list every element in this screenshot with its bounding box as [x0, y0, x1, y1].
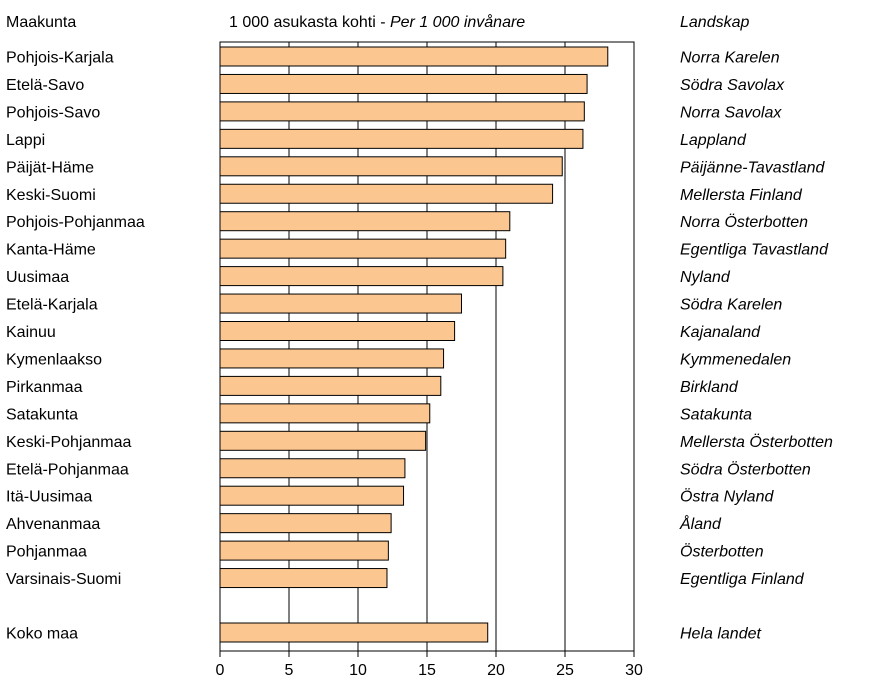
region-label-fi: Itä-Uusimaa	[6, 489, 92, 506]
x-tick-label: 10	[349, 662, 367, 679]
region-label-sv: Kymmenedalen	[680, 351, 791, 368]
region-label-sv: Päijänne-Tavastland	[680, 159, 826, 176]
region-label-sv: Östra Nyland	[680, 488, 774, 506]
region-bar	[219, 183, 554, 204]
total-label-fi: Koko maa	[6, 626, 78, 643]
region-label-sv: Satakunta	[680, 406, 752, 423]
header-region-sv: Landskap	[680, 14, 749, 31]
region-label-sv: Norra Savolax	[680, 104, 782, 121]
header-unit: 1 000 asukasta kohti - Per 1 000 invånar…	[229, 13, 525, 31]
region-label-sv: Egentliga Tavastland	[680, 242, 829, 259]
region-label-sv: Mellersta Finland	[680, 187, 803, 204]
region-label-fi: Pohjois-Savo	[6, 104, 100, 121]
region-label-sv: Södra Karelen	[680, 297, 782, 314]
region-bar	[219, 156, 563, 177]
region-bar	[219, 375, 442, 396]
region-label-sv: Södra Österbotten	[680, 460, 811, 478]
region-label-fi: Kanta-Häme	[6, 242, 96, 259]
region-label-fi: Keski-Suomi	[6, 187, 96, 204]
x-tick-label: 0	[216, 662, 225, 679]
region-label-sv: Mellersta Österbotten	[680, 433, 833, 451]
x-tick-label: 20	[487, 662, 505, 679]
x-axis: 0 5 10 15 20 25 30	[216, 651, 643, 679]
region-bar	[219, 403, 431, 424]
region-label-fi: Etelä-Savo	[6, 77, 84, 94]
region-bar	[219, 73, 588, 94]
region-label-fi: Varsinais-Suomi	[6, 571, 121, 588]
region-label-fi: Etelä-Pohjanmaa	[6, 461, 129, 478]
region-label-sv: Norra Österbotten	[680, 213, 808, 231]
region-label-fi: Kymenlaakso	[6, 351, 102, 368]
total-label-sv: Hela landet	[680, 626, 762, 643]
region-label-sv: Södra Savolax	[680, 77, 785, 94]
region-label-sv: Österbotten	[680, 543, 764, 561]
region-bar	[219, 321, 456, 341]
region-label-fi: Uusimaa	[6, 269, 69, 286]
x-tick-label: 15	[418, 662, 436, 679]
x-tick-label: 5	[285, 662, 294, 679]
region-label-sv: Åland	[679, 514, 722, 533]
header-unit-sv: Per 1 000 invånare	[390, 13, 525, 31]
region-bar	[219, 101, 585, 122]
region-label-fi: Keski-Pohjanmaa	[6, 434, 132, 451]
region-bar	[219, 540, 389, 561]
region-bar	[219, 266, 504, 287]
region-label-fi: Kainuu	[6, 324, 56, 341]
region-bar	[219, 430, 427, 451]
bars	[219, 46, 609, 643]
region-bar	[219, 485, 405, 506]
region-bar	[219, 348, 445, 369]
region-label-fi: Pirkanmaa	[6, 379, 83, 396]
header-region-fi: Maakunta	[6, 14, 76, 31]
x-tick-label: 25	[556, 662, 574, 679]
region-bar	[219, 238, 507, 259]
region-bar	[219, 293, 462, 314]
region-labels-sv: Norra Karelen Södra Savolax Norra Savolax L…	[679, 50, 833, 643]
total-bar	[219, 622, 489, 643]
region-label-sv: Lappland	[680, 132, 747, 149]
region-bar	[219, 211, 511, 232]
region-bar	[219, 128, 584, 149]
header-unit-fi: 1 000 asukasta kohti -	[229, 14, 390, 31]
region-label-fi: Pohjois-Pohjanmaa	[6, 214, 145, 231]
region-label-fi: Päijät-Häme	[6, 159, 94, 176]
region-label-sv: Norra Karelen	[680, 50, 780, 67]
region-label-fi: Pohjois-Karjala	[6, 50, 114, 67]
region-labels-fi: Pohjois-Karjala Etelä-Savo Pohjois-Savo Lap…	[6, 50, 145, 643]
region-label-sv: Kajanaland	[680, 324, 761, 341]
region-label-sv: Birkland	[680, 379, 739, 396]
region-bar	[219, 513, 392, 534]
region-label-fi: Ahvenanmaa	[6, 516, 100, 533]
region-bar	[219, 46, 609, 67]
region-bar	[219, 568, 388, 589]
x-tick-label: 30	[625, 662, 643, 679]
region-label-fi: Satakunta	[6, 406, 78, 423]
region-label-fi: Lappi	[6, 132, 45, 149]
region-label-fi: Pohjanmaa	[6, 544, 87, 561]
region-label-sv: Nyland	[680, 269, 731, 286]
region-bar	[219, 458, 406, 479]
region-label-sv: Egentliga Finland	[680, 571, 805, 588]
region-label-fi: Etelä-Karjala	[6, 297, 98, 314]
